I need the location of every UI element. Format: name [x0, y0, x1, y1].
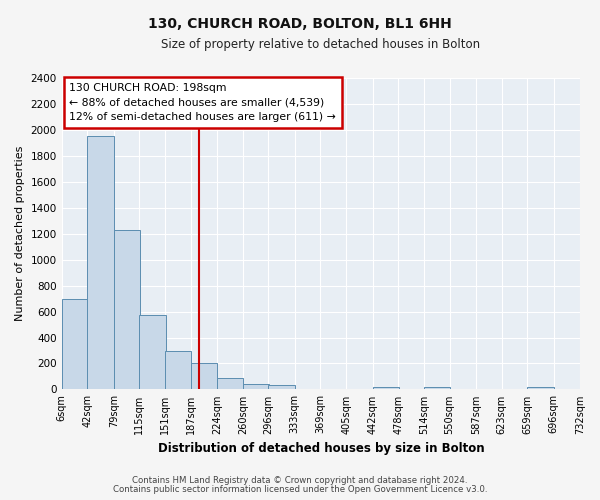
Bar: [114, 230, 140, 390]
Text: 130 CHURCH ROAD: 198sqm
← 88% of detached houses are smaller (4,539)
12% of semi: 130 CHURCH ROAD: 198sqm ← 88% of detache…: [70, 82, 336, 122]
Text: 130, CHURCH ROAD, BOLTON, BL1 6HH: 130, CHURCH ROAD, BOLTON, BL1 6HH: [148, 18, 452, 32]
Text: Contains HM Land Registry data © Crown copyright and database right 2024.: Contains HM Land Registry data © Crown c…: [132, 476, 468, 485]
X-axis label: Distribution of detached houses by size in Bolton: Distribution of detached houses by size …: [158, 442, 484, 455]
Y-axis label: Number of detached properties: Number of detached properties: [15, 146, 25, 322]
Bar: [268, 385, 295, 390]
Bar: [527, 387, 554, 390]
Bar: [165, 350, 191, 390]
Bar: [243, 384, 269, 390]
Bar: [217, 378, 244, 390]
Title: Size of property relative to detached houses in Bolton: Size of property relative to detached ho…: [161, 38, 481, 51]
Bar: [191, 364, 217, 390]
Bar: [139, 315, 166, 390]
Text: Contains public sector information licensed under the Open Government Licence v3: Contains public sector information licen…: [113, 485, 487, 494]
Bar: [88, 136, 114, 390]
Bar: [62, 298, 88, 390]
Bar: [424, 388, 450, 390]
Bar: [373, 387, 399, 390]
